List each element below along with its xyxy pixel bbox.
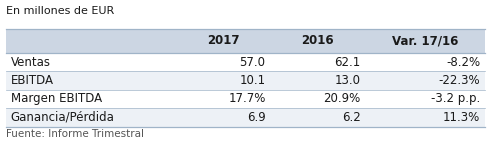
Bar (271, 108, 365, 127)
Text: 17.7%: 17.7% (228, 93, 266, 105)
Text: 13.0: 13.0 (334, 74, 360, 87)
Bar (365, 108, 485, 127)
Bar (271, 90, 365, 108)
Bar (176, 53, 271, 71)
Bar (6, 90, 176, 108)
Bar (365, 29, 485, 53)
Bar (176, 108, 271, 127)
Bar (271, 71, 365, 90)
Bar (365, 53, 485, 71)
Text: Ventas: Ventas (11, 56, 51, 69)
Bar (6, 29, 176, 53)
Text: 20.9%: 20.9% (323, 93, 360, 105)
Bar (271, 29, 365, 53)
Bar (365, 71, 485, 90)
Bar (6, 108, 176, 127)
Text: 2017: 2017 (207, 34, 239, 48)
Text: 6.9: 6.9 (247, 111, 266, 124)
Bar (365, 90, 485, 108)
Bar (176, 29, 271, 53)
Text: 6.2: 6.2 (342, 111, 360, 124)
Text: 11.3%: 11.3% (443, 111, 480, 124)
Text: 2016: 2016 (301, 34, 334, 48)
Text: Fuente: Informe Trimestral: Fuente: Informe Trimestral (6, 129, 144, 139)
Text: -8.2%: -8.2% (446, 56, 480, 69)
Bar (176, 71, 271, 90)
Bar (176, 90, 271, 108)
Text: Margen EBITDA: Margen EBITDA (11, 93, 102, 105)
Text: Ganancia/Pérdida: Ganancia/Pérdida (11, 111, 115, 124)
Bar (271, 53, 365, 71)
Text: EBITDA: EBITDA (11, 74, 54, 87)
Text: 10.1: 10.1 (240, 74, 266, 87)
Text: -3.2 p.p.: -3.2 p.p. (431, 93, 480, 105)
Text: 62.1: 62.1 (334, 56, 360, 69)
Text: Var. 17/16: Var. 17/16 (392, 34, 459, 48)
Bar (6, 53, 176, 71)
Bar (6, 71, 176, 90)
Text: -22.3%: -22.3% (438, 74, 480, 87)
Text: En millones de EUR: En millones de EUR (6, 6, 114, 16)
Text: 57.0: 57.0 (240, 56, 266, 69)
